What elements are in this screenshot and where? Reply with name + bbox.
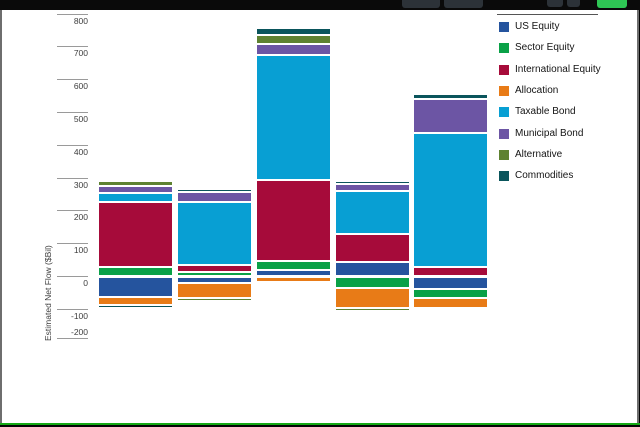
- y-tick-label: -200: [70, 326, 88, 337]
- chrome-button-shape[interactable]: [567, 0, 580, 7]
- bar-segment-sector-equity[interactable]: [336, 276, 409, 288]
- chrome-green-button[interactable]: [597, 0, 627, 8]
- bar-segment-sector-equity[interactable]: [99, 267, 172, 277]
- bar-segment-us-equity[interactable]: [336, 262, 409, 277]
- y-tick-mark: [57, 338, 88, 339]
- legend-label: Sector Equity: [515, 42, 575, 54]
- y-tick-mark: [57, 79, 88, 81]
- bar-segment-international-equity[interactable]: [336, 233, 409, 263]
- legend-swatch: [499, 128, 509, 139]
- bar-segment-allocation[interactable]: [178, 282, 251, 299]
- legend-label: US Equity: [515, 21, 560, 32]
- bar-segment-international-equity[interactable]: [414, 266, 487, 277]
- bar-segment-taxable-bond[interactable]: [414, 132, 487, 267]
- y-tick-mark: [57, 112, 88, 113]
- legend-swatch: [499, 107, 509, 118]
- legend-label: Allocation: [515, 84, 559, 96]
- bar-segment-commodities[interactable]: [414, 93, 487, 99]
- legend-label: Taxable Bond: [515, 106, 576, 118]
- bar-segment-us-equity[interactable]: [257, 269, 330, 277]
- legend-label: International Equity: [515, 63, 601, 75]
- y-tick-label: 200: [73, 212, 88, 223]
- bar-segment-international-equity[interactable]: [257, 180, 330, 262]
- bar-segment-municipal-bond[interactable]: [99, 185, 172, 193]
- y-tick-mark: [57, 144, 88, 146]
- bar-segment-taxable-bond[interactable]: [257, 55, 330, 181]
- bar-segment-municipal-bond[interactable]: [178, 191, 251, 202]
- bar-segment-alternative[interactable]: [99, 181, 172, 186]
- y-tick-mark: [57, 13, 88, 15]
- window-right-edge: [637, 10, 639, 423]
- bar-segment-sector-equity[interactable]: [178, 271, 251, 277]
- legend-swatch: [499, 22, 509, 32]
- bar-segment-allocation[interactable]: [336, 287, 409, 308]
- chrome-tab-shape[interactable]: [444, 0, 483, 8]
- bar-segment-us-equity[interactable]: [178, 276, 251, 283]
- legend-swatch: [499, 64, 509, 75]
- y-tick-mark: [57, 243, 88, 245]
- bar-segment-allocation[interactable]: [257, 276, 330, 283]
- window-bottom-accent: [0, 423, 640, 425]
- bar-segment-taxable-bond[interactable]: [336, 190, 409, 234]
- bar-segment-municipal-bond[interactable]: [336, 184, 409, 191]
- bar-segment-alternative[interactable]: [414, 307, 487, 311]
- y-tick-mark: [57, 46, 88, 48]
- chrome-button-shape[interactable]: [547, 0, 563, 7]
- y-tick-mark: [57, 308, 88, 310]
- bar-segment-sector-equity[interactable]: [414, 288, 487, 298]
- legend-swatch: [499, 43, 509, 54]
- legend-label: Alternative: [515, 148, 563, 160]
- bar-segment-alternative[interactable]: [257, 35, 330, 45]
- legend-swatch: [499, 171, 509, 182]
- bar-segment-commodities[interactable]: [257, 27, 330, 36]
- y-tick-label: 400: [73, 146, 88, 157]
- y-tick-mark: [57, 177, 88, 179]
- legend-swatch: [499, 149, 509, 160]
- y-tick-mark: [57, 210, 88, 212]
- window-left-edge: [0, 10, 2, 423]
- bar-segment-commodities[interactable]: [178, 188, 251, 192]
- bar-segment-allocation[interactable]: [99, 297, 172, 306]
- bar-segment-us-equity[interactable]: [414, 276, 487, 289]
- bar-segment-taxable-bond[interactable]: [178, 201, 251, 265]
- bar-segment-allocation[interactable]: [414, 297, 487, 308]
- bar-segment-commodities[interactable]: [336, 181, 409, 184]
- y-tick-label: 100: [73, 245, 88, 256]
- bar-segment-international-equity[interactable]: [178, 265, 251, 272]
- y-tick-label: 800: [73, 15, 88, 26]
- y-tick-label: 700: [73, 48, 88, 59]
- bar-segment-municipal-bond[interactable]: [257, 44, 330, 56]
- legend-separator: [497, 14, 598, 15]
- bar-segment-taxable-bond[interactable]: [99, 192, 172, 203]
- y-tick-mark: [57, 276, 88, 277]
- legend-label: Municipal Bond: [515, 127, 584, 139]
- bar-segment-municipal-bond[interactable]: [414, 98, 487, 133]
- window-chrome-bar: [0, 0, 640, 10]
- bar-segment-alternative[interactable]: [178, 298, 251, 301]
- bar-segment-sector-equity[interactable]: [257, 261, 330, 270]
- y-tick-label: 0: [83, 278, 88, 288]
- bar-segment-international-equity[interactable]: [99, 202, 172, 268]
- bar-segment-commodities[interactable]: [99, 305, 172, 309]
- bar-segment-us-equity[interactable]: [99, 276, 172, 298]
- legend-swatch: [499, 85, 509, 96]
- bar-segment-alternative[interactable]: [336, 307, 409, 312]
- y-tick-label: 500: [73, 114, 88, 124]
- chrome-tab-shape[interactable]: [402, 0, 440, 8]
- y-tick-label: -100: [70, 310, 88, 321]
- legend-label: Commodities: [515, 170, 574, 182]
- y-tick-label: 300: [73, 179, 88, 190]
- y-tick-label: 600: [73, 81, 88, 92]
